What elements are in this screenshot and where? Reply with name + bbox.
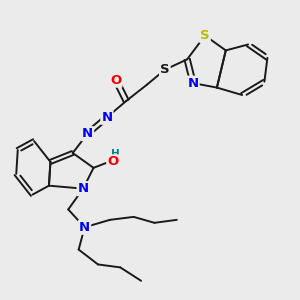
Text: N: N xyxy=(78,182,89,195)
Text: N: N xyxy=(188,76,199,90)
Text: S: S xyxy=(160,63,170,76)
Text: N: N xyxy=(79,221,90,234)
Text: H: H xyxy=(111,149,120,159)
Text: N: N xyxy=(101,111,112,124)
Text: O: O xyxy=(107,155,118,168)
Text: N: N xyxy=(82,127,93,140)
Text: O: O xyxy=(110,74,122,87)
Text: S: S xyxy=(200,29,210,42)
